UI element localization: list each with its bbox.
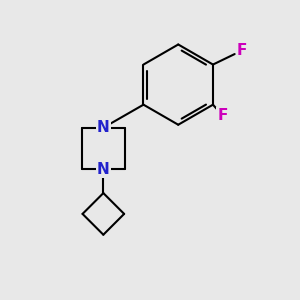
Text: N: N bbox=[97, 120, 110, 135]
Text: N: N bbox=[97, 162, 110, 177]
Text: F: F bbox=[218, 108, 228, 123]
Text: F: F bbox=[237, 43, 247, 58]
